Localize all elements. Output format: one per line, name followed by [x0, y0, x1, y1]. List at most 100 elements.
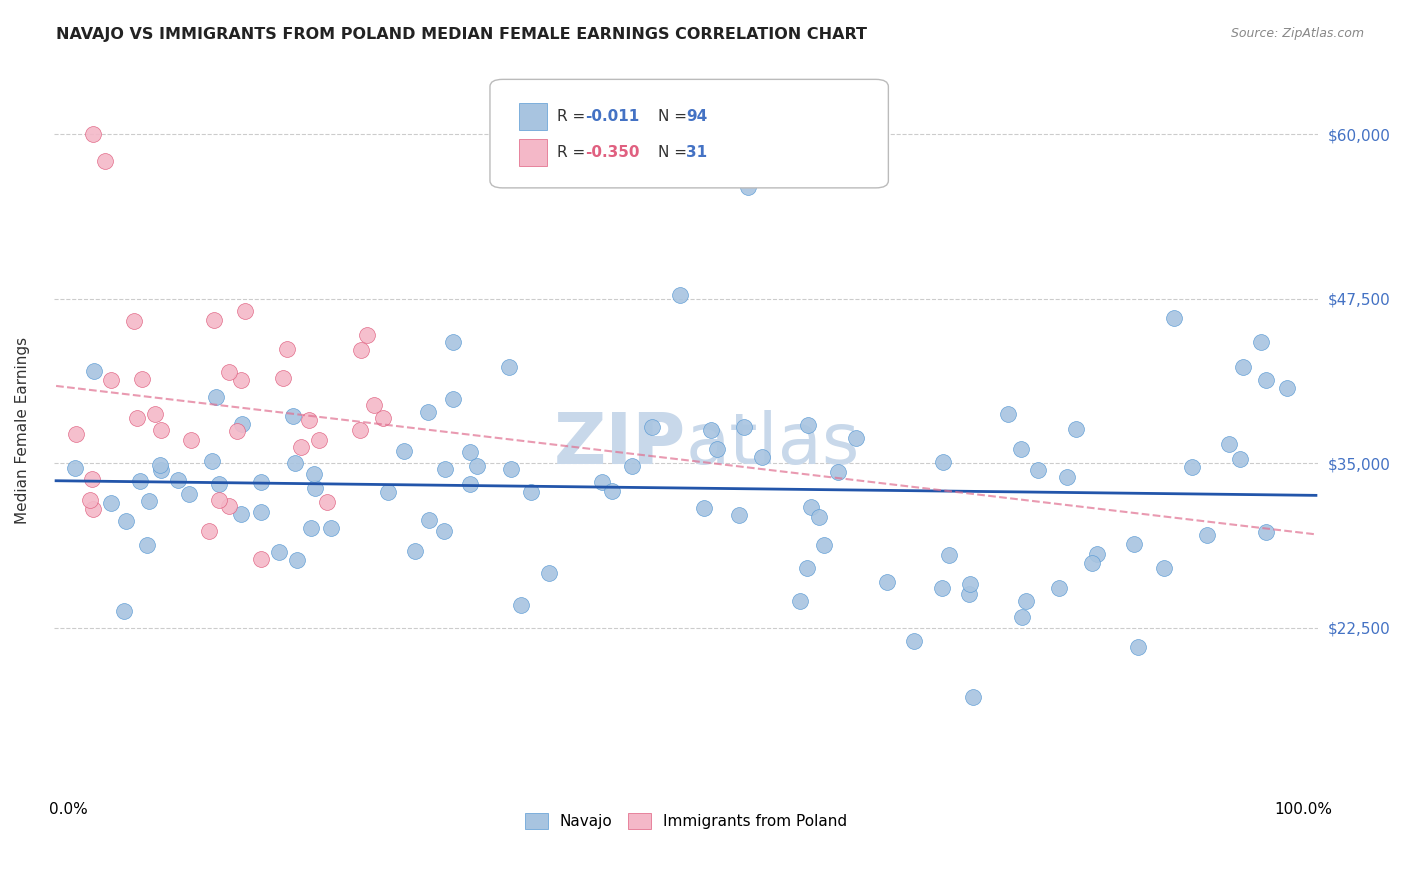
Legend: Navajo, Immigrants from Poland: Navajo, Immigrants from Poland	[519, 806, 853, 835]
Point	[751, 450, 773, 464]
Point	[1085, 547, 1108, 561]
Point	[267, 545, 290, 559]
Point	[65, 427, 87, 442]
Point	[205, 390, 228, 404]
Point	[706, 442, 728, 456]
Point	[225, 424, 247, 438]
Point	[813, 538, 835, 552]
Text: ZIP: ZIP	[554, 410, 686, 479]
Point	[997, 407, 1019, 421]
Point	[1064, 422, 1087, 436]
Text: atlas: atlas	[686, 410, 860, 479]
Point	[129, 474, 152, 488]
Point	[1163, 310, 1185, 325]
Point	[82, 128, 104, 142]
Point	[284, 456, 307, 470]
Bar	[519, 103, 547, 130]
Point	[83, 364, 105, 378]
Point	[1081, 556, 1104, 570]
Point	[100, 373, 122, 387]
Point	[122, 314, 145, 328]
Point	[250, 505, 273, 519]
Point	[149, 458, 172, 472]
Point	[600, 484, 623, 499]
Text: -0.011: -0.011	[585, 109, 640, 124]
Point	[250, 551, 273, 566]
Point	[620, 458, 643, 473]
Point	[800, 500, 823, 515]
Point	[876, 575, 898, 590]
Text: R =: R =	[557, 145, 591, 160]
Point	[520, 485, 543, 500]
Point	[198, 524, 221, 538]
Point	[276, 342, 298, 356]
Point	[304, 481, 326, 495]
Text: NAVAJO VS IMMIGRANTS FROM POLAND MEDIAN FEMALE EARNINGS CORRELATION CHART: NAVAJO VS IMMIGRANTS FROM POLAND MEDIAN …	[56, 27, 868, 42]
Point	[1250, 334, 1272, 349]
Point	[962, 690, 984, 704]
Point	[281, 409, 304, 424]
Point	[1123, 537, 1146, 551]
Text: Source: ZipAtlas.com: Source: ZipAtlas.com	[1230, 27, 1364, 40]
Point	[233, 304, 256, 318]
Point	[932, 455, 955, 469]
Point	[392, 444, 415, 458]
Point	[433, 461, 456, 475]
Text: N =: N =	[658, 145, 692, 160]
Point	[458, 476, 481, 491]
Point	[1229, 451, 1251, 466]
Point	[827, 465, 849, 479]
Point	[1277, 381, 1299, 395]
Point	[302, 467, 325, 481]
Point	[315, 494, 337, 508]
Point	[180, 433, 202, 447]
Point	[143, 407, 166, 421]
Point	[356, 328, 378, 343]
Point	[136, 538, 159, 552]
Point	[669, 288, 692, 302]
Point	[1047, 581, 1070, 595]
Point	[285, 553, 308, 567]
Point	[231, 373, 253, 387]
Point	[1010, 442, 1032, 456]
Point	[290, 440, 312, 454]
Point	[114, 515, 136, 529]
Point	[418, 513, 440, 527]
Point	[202, 312, 225, 326]
Point	[200, 454, 222, 468]
Point	[1011, 610, 1033, 624]
Point	[299, 521, 322, 535]
Point	[537, 566, 560, 580]
Point	[692, 501, 714, 516]
Point	[177, 487, 200, 501]
Point	[149, 463, 172, 477]
Point	[1197, 528, 1219, 542]
Text: R =: R =	[557, 109, 591, 124]
Point	[443, 392, 465, 406]
Point	[1015, 594, 1038, 608]
Point	[308, 433, 330, 447]
Point	[229, 508, 252, 522]
Point	[1056, 469, 1078, 483]
Point	[796, 561, 818, 575]
Point	[1128, 640, 1150, 655]
Point	[727, 508, 749, 522]
Point	[957, 587, 980, 601]
Point	[80, 471, 103, 485]
Text: 94: 94	[686, 109, 707, 124]
Text: N =: N =	[658, 109, 692, 124]
Point	[298, 413, 321, 427]
Point	[441, 334, 464, 349]
Point	[404, 543, 426, 558]
Point	[65, 460, 87, 475]
Point	[82, 502, 104, 516]
Point	[250, 475, 273, 489]
Point	[1254, 373, 1277, 387]
Point	[510, 598, 533, 612]
Point	[377, 484, 399, 499]
Point	[94, 153, 117, 168]
Point	[271, 370, 294, 384]
Point	[231, 417, 253, 432]
Point	[131, 372, 153, 386]
Point	[807, 509, 830, 524]
